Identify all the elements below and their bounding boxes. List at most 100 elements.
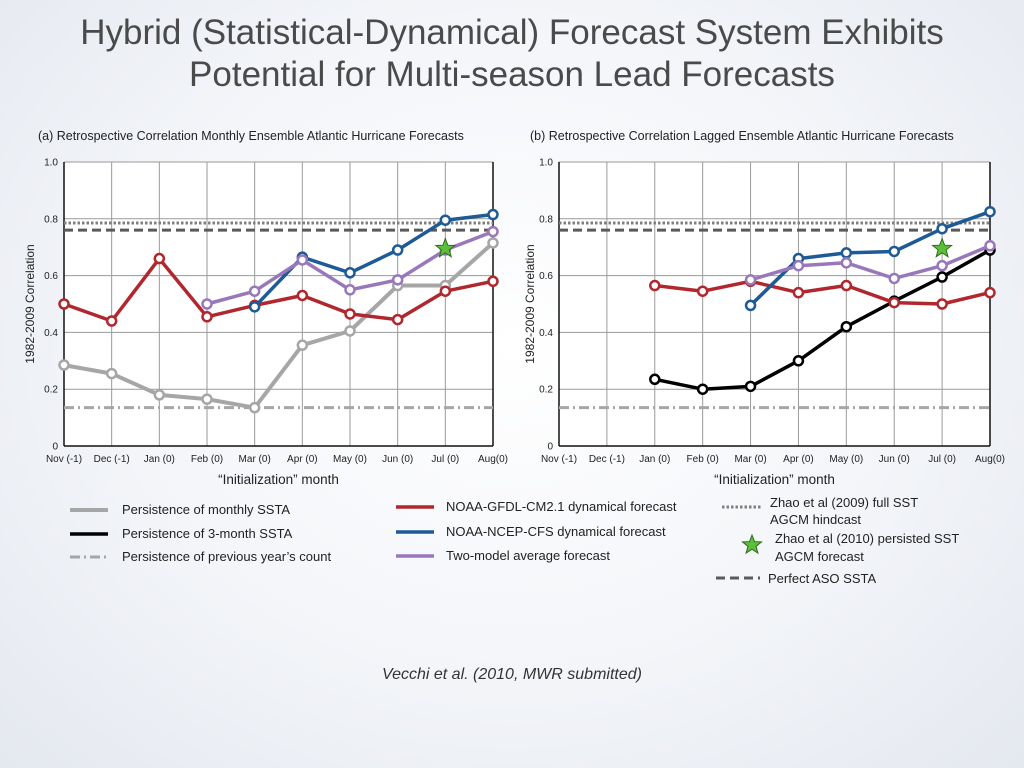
panel-title: (b) Retrospective Correlation Lagged Ens… [530,129,954,143]
legend-swatch-zhao2010-star [741,533,763,555]
data-point-avg [391,274,404,286]
y-tick-label: 0.2 [44,385,58,396]
data-point-gfdl [201,311,213,323]
x-tick-label: Apr (0) [287,454,318,465]
data-point-gfdl [936,298,948,310]
data-point-ssta_monthly [344,325,356,337]
legend-label-zhao2009-line1: Zhao et al (2009) full SST [770,495,918,510]
x-tick-label: Feb (0) [687,454,719,465]
y-tick-label: 1.0 [539,158,553,169]
y-tick-label: 0 [547,442,553,453]
data-point-ncep [744,299,757,312]
x-tick-label: May (0) [829,454,863,465]
data-point-ssta_monthly [296,339,309,351]
data-point-gfdl [105,315,118,327]
legend-label-ssta-monthly: Persistence of monthly SSTA [122,502,290,517]
data-point-avg [792,259,805,272]
series-line-avg [750,244,991,282]
y-axis-label: 1982-2009 Correlation [523,244,537,363]
legend-label-gfdl: NOAA-GFDL-CM2.1 dynamical forecast [446,499,677,514]
data-point-avg [248,285,261,297]
data-point-gfdl [439,285,452,297]
y-tick-label: 1.0 [44,158,58,169]
series-line-ssta_monthly [63,241,495,410]
legend-label-ncep: NOAA-NCEP-CFS dynamical forecast [446,524,666,539]
data-point-ncep [248,301,261,313]
data-point-gfdl [696,285,709,297]
x-tick-label: Jan (0) [639,454,670,465]
data-point-ncep [487,208,499,221]
data-point-ssta_monthly [153,389,166,401]
y-tick-label: 0.4 [539,328,553,339]
legend-label-perfect: Perfect ASO SSTA [768,571,876,586]
plot-area [64,162,493,446]
data-point-ncep [888,245,900,258]
x-tick-label: Jan (0) [144,454,175,465]
y-tick-label: 0.4 [44,328,58,339]
data-point-ssta_monthly [58,359,70,371]
chart-panel-b: (b) Retrospective Correlation Lagged Ens… [523,129,1005,487]
y-tick-label: 0.6 [44,271,58,282]
data-point-gfdl [296,289,309,302]
slide-title: Hybrid (Statistical-Dynamical) Forecast … [0,12,1024,96]
legend-label-zhao2010-line2: AGCM forecast [775,549,864,564]
data-point-ncep [936,222,948,235]
data-point-avg [840,257,853,269]
data-point-avg [344,284,356,296]
data-point-ssta_monthly [201,393,213,405]
data-point-gfdl [984,286,996,299]
citation: Vecchi et al. (2010, MWR submitted) [382,666,642,683]
data-point-ncep [984,205,996,218]
x-tick-label: Jun (0) [382,454,413,465]
x-tick-label: Dec (-1) [589,454,625,465]
data-point-ssta_3month [792,355,805,367]
data-point-ncep [391,244,404,256]
data-point-ssta_3month [744,380,757,393]
x-axis-label: “Initialization” month [218,472,339,487]
data-point-gfdl [792,286,805,299]
data-point-avg [487,225,499,238]
data-point-gfdl [649,279,661,292]
data-point-avg [888,272,900,285]
data-point-ssta_monthly [248,401,261,414]
data-point-gfdl [344,308,356,320]
y-tick-label: 0.8 [539,214,553,225]
legend-label-ssta-3month: Persistence of 3-month SSTA [122,526,293,541]
slide-title-line-2: Potential for Multi-season Lead Forecast… [189,55,835,94]
series-line-gfdl [654,279,991,306]
series-line-ssta_3month [654,248,991,391]
data-point-ssta_monthly [487,237,499,249]
data-point-gfdl [487,275,499,288]
x-tick-label: Mar (0) [734,454,766,465]
x-tick-label: Apr (0) [783,454,814,465]
data-point-gfdl [58,298,70,310]
zhao2010-star-marker [931,237,953,258]
x-tick-label: Feb (0) [191,454,223,465]
data-point-gfdl [391,313,404,326]
y-tick-label: 0 [52,442,58,453]
data-point-ssta_3month [936,271,948,283]
x-tick-label: Dec (-1) [94,454,130,465]
panel-title: (a) Retrospective Correlation Monthly En… [38,129,464,143]
legend-label-zhao2009-line2: AGCM hindcast [770,512,861,527]
data-point-avg [936,259,948,272]
data-point-ncep [840,247,853,259]
series-line-gfdl [63,256,494,323]
data-point-ssta_3month [696,383,709,395]
x-tick-label: Mar (0) [239,454,271,465]
data-point-ssta_3month [649,373,661,386]
x-tick-label: Jul (0) [928,454,956,465]
y-axis-label: 1982-2009 Correlation [23,244,37,363]
data-point-ssta_3month [840,320,853,333]
data-point-ssta_monthly [105,367,118,380]
x-tick-label: Nov (-1) [541,454,577,465]
x-tick-label: Jun (0) [879,454,910,465]
data-point-gfdl [153,252,166,265]
data-point-avg [744,274,757,286]
x-tick-label: Aug(0) [975,454,1005,465]
data-point-ncep [439,214,452,226]
y-tick-label: 0.8 [44,214,58,225]
zhao2010-star-marker [434,237,457,258]
data-point-avg [296,254,309,266]
